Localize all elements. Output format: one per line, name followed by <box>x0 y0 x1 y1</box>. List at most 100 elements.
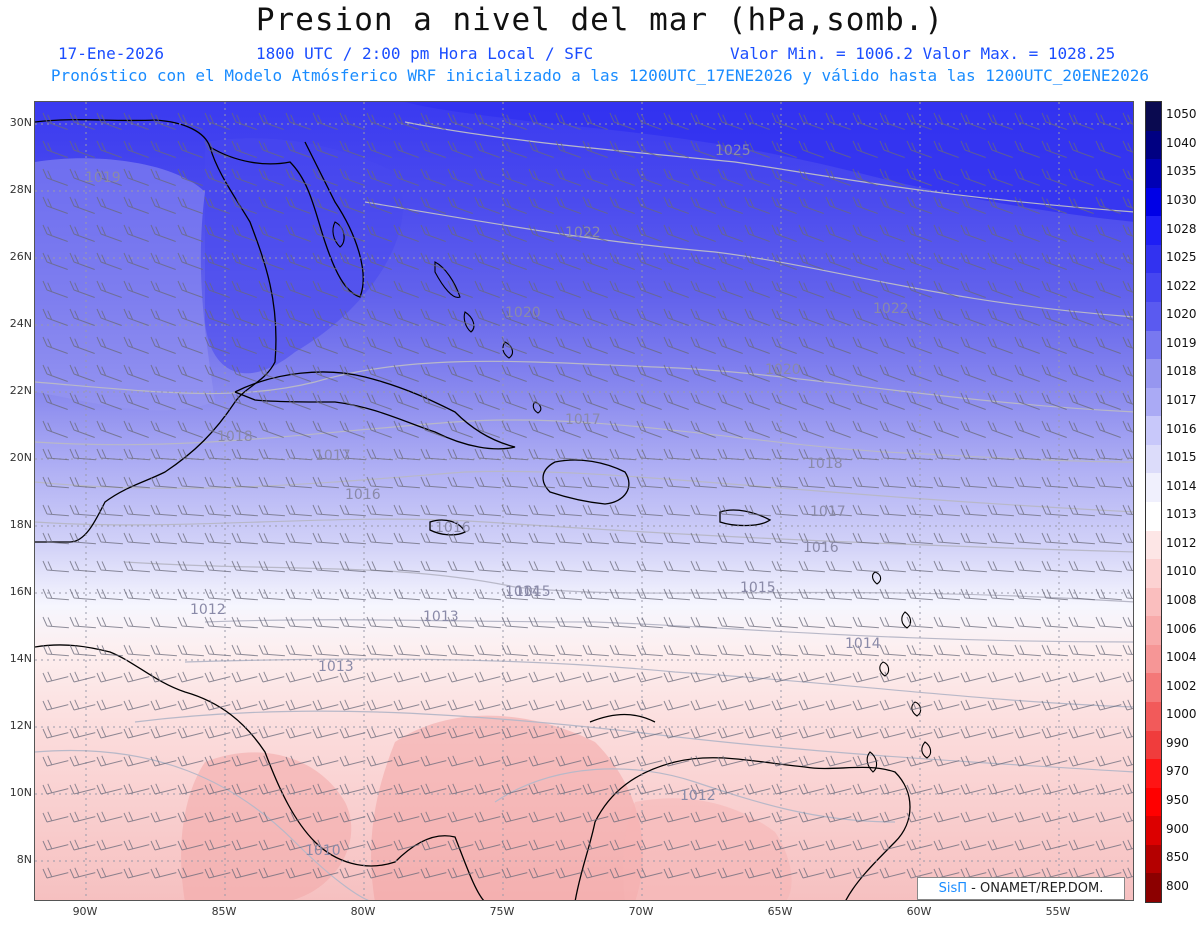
wind-barb <box>663 280 689 298</box>
wind-barb <box>852 448 879 461</box>
wind-barb <box>771 755 798 767</box>
wind-barb <box>204 476 231 489</box>
wind-barb <box>1041 671 1068 683</box>
wind-barb <box>339 140 365 158</box>
wind-barb <box>474 811 501 823</box>
wind-barb <box>960 755 987 767</box>
colorbar-cell <box>1146 216 1161 246</box>
isobar-label: 1016 <box>803 540 839 556</box>
pressure-map: 1025 1022 1022 1020 1020 1018 1018 1017 1017 1017… <box>34 101 1134 901</box>
wind-barb <box>1068 252 1094 270</box>
wind-barb <box>366 839 393 851</box>
wind-barb <box>285 867 312 879</box>
wind-barb <box>69 140 95 158</box>
colorbar-cell <box>1146 359 1161 389</box>
wind-barb <box>717 168 743 186</box>
wind-barb <box>69 252 95 270</box>
wind-barb <box>1095 308 1121 326</box>
wind-barb <box>447 839 474 851</box>
wind-barb <box>258 504 285 517</box>
wind-barb <box>528 532 555 545</box>
wind-barb <box>150 476 177 489</box>
wind-barb <box>852 504 879 517</box>
wind-barb <box>96 420 122 438</box>
wind-barb <box>393 783 420 795</box>
wind-barb <box>1041 783 1068 795</box>
wind-barb <box>636 392 662 410</box>
wind-barb <box>744 699 771 711</box>
wind-barb <box>123 504 150 517</box>
wind-barb <box>312 392 338 410</box>
wind-barb <box>231 727 258 739</box>
wind-barb <box>96 699 123 711</box>
wind-barb <box>1068 224 1094 242</box>
wind-barb <box>690 532 717 545</box>
wind-barb <box>717 699 744 711</box>
lat-tick-label: 24N <box>9 317 32 330</box>
wind-barb <box>123 364 149 382</box>
wind-barb <box>798 112 824 130</box>
wind-barb <box>285 644 312 657</box>
wind-barb <box>258 252 284 270</box>
wind-barb <box>825 140 851 158</box>
wind-barb <box>879 224 905 242</box>
wind-barb <box>717 560 744 573</box>
wind-barb <box>177 811 204 823</box>
wind-barb <box>69 616 96 629</box>
wind-barb <box>582 504 609 517</box>
wind-barb <box>420 532 447 545</box>
wind-barb <box>690 448 717 461</box>
wind-barb <box>798 532 825 545</box>
wind-barb <box>852 168 878 186</box>
wind-barb <box>987 112 1013 130</box>
wind-barb <box>258 588 285 601</box>
wind-barb <box>447 532 474 545</box>
wind-barb <box>258 140 284 158</box>
wind-barb <box>744 644 771 657</box>
wind-barb <box>1041 588 1068 601</box>
wind-barb <box>474 616 501 629</box>
colorbar-level-label: 1025 <box>1166 250 1197 265</box>
wind-barb <box>447 196 473 214</box>
wind-barb <box>420 616 447 629</box>
wind-barb <box>1014 839 1041 851</box>
wind-barb <box>204 336 230 354</box>
lat-tick-label: 14N <box>9 652 32 665</box>
wind-barb <box>312 168 338 186</box>
wind-barb <box>420 280 446 298</box>
wind-barb <box>906 420 932 438</box>
wind-barb <box>42 336 68 354</box>
wind-barb <box>609 532 636 545</box>
wind-barb <box>1068 336 1094 354</box>
wind-barb <box>204 140 230 158</box>
wind-barb <box>96 616 123 629</box>
wind-barb <box>879 755 906 767</box>
wind-barb <box>852 336 878 354</box>
wind-barb <box>474 755 501 767</box>
wind-barb <box>96 867 123 879</box>
wind-barb <box>42 448 69 461</box>
wind-barb <box>204 168 230 186</box>
wind-barb <box>312 196 338 214</box>
wind-barb <box>663 224 689 242</box>
wind-barb <box>663 867 690 879</box>
wind-barb <box>906 783 933 795</box>
wind-barb <box>852 420 878 438</box>
wind-barb <box>96 224 122 242</box>
wind-barb <box>1014 112 1040 130</box>
wind-barb <box>1014 140 1040 158</box>
wind-barb <box>933 783 960 795</box>
wind-barb <box>933 699 960 711</box>
wind-barb <box>1041 532 1068 545</box>
wind-barb <box>150 783 177 795</box>
wind-barb <box>987 504 1014 517</box>
wind-barb <box>177 867 204 879</box>
wind-barb <box>663 532 690 545</box>
wind-barb <box>447 616 474 629</box>
isobar-label: 1018 <box>217 429 253 445</box>
wind-barb <box>933 280 959 298</box>
wind-barb <box>852 476 879 489</box>
wind-barb <box>1095 616 1122 629</box>
wind-barb <box>1095 364 1121 382</box>
wind-barb <box>123 783 150 795</box>
